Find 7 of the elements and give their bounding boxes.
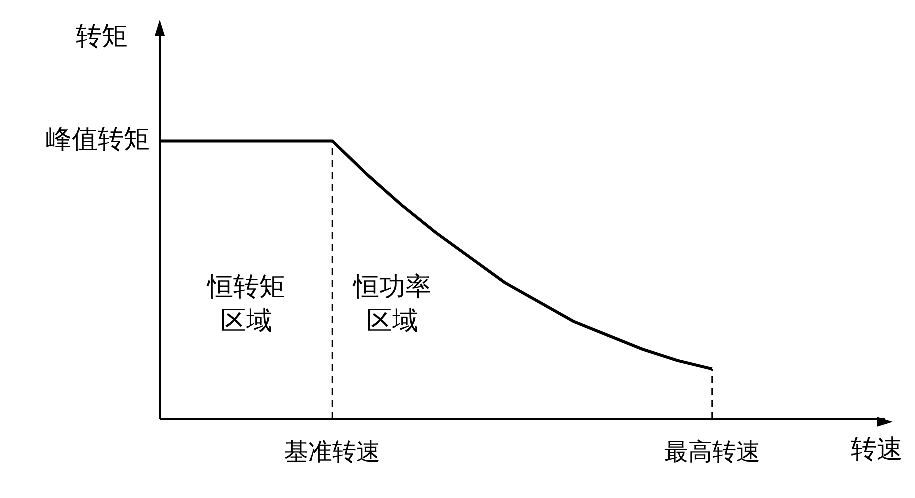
text: 峰值转矩: [46, 125, 150, 154]
x-tick-label: 最高转速: [664, 438, 760, 466]
y-axis-title: 转矩: [76, 22, 128, 51]
x-axis-title: 转速: [851, 435, 903, 464]
annotation: 恒功率区域: [352, 272, 432, 336]
annotation: 恒转矩区域: [206, 272, 286, 336]
x-tick-label: 基准转速: [284, 440, 381, 466]
